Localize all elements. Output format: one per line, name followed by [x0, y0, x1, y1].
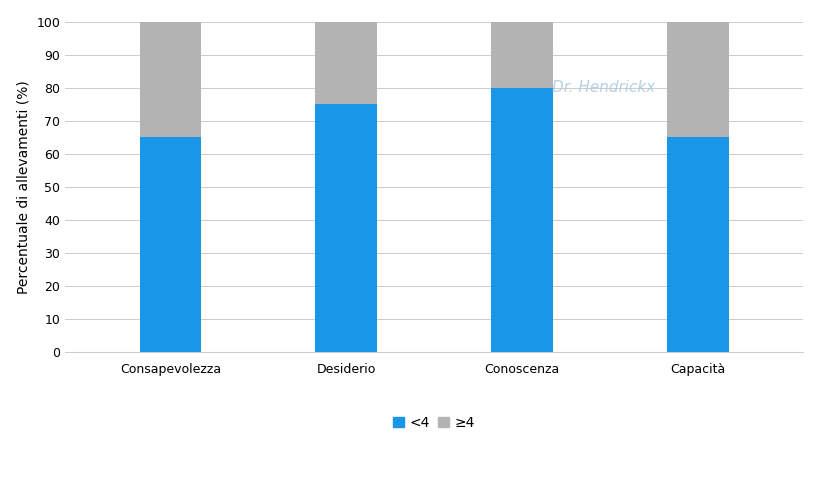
Legend: <4, ≥4: <4, ≥4: [388, 412, 479, 434]
Bar: [491, 21, 552, 88]
Text: Dr. Hendrickx: Dr. Hendrickx: [552, 80, 655, 95]
Bar: [667, 137, 728, 352]
Bar: [139, 137, 201, 352]
Bar: [667, 21, 728, 137]
Bar: [315, 21, 377, 104]
Bar: [315, 104, 377, 352]
Y-axis label: Percentuale di allevamenti (%): Percentuale di allevamenti (%): [16, 80, 30, 294]
Bar: [139, 21, 201, 137]
Bar: [491, 88, 552, 352]
